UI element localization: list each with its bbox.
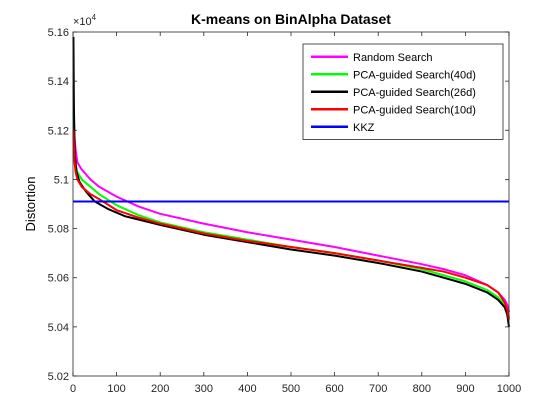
y-tick-label: 5.06 [48, 273, 69, 285]
x-tick-label: 800 [413, 383, 431, 395]
y-tick-label: 5.02 [48, 371, 69, 383]
series-line-2 [72, 36, 510, 328]
y-tick-label: 5.04 [48, 322, 69, 334]
legend: Random Search PCA-guided Search(40d) PCA-g… [302, 43, 504, 140]
x-tick-label: 1000 [497, 383, 521, 395]
x-tick-label: 0 [70, 383, 76, 395]
y-axis-multiplier-base: ×10 [73, 16, 92, 28]
series-line-1 [72, 110, 510, 318]
x-tick-label: 100 [107, 383, 125, 395]
chart-title: K-means on BinAlpha Dataset [191, 11, 391, 27]
y-tick-label: 5.12 [48, 125, 69, 137]
y-tick-label: 5.14 [48, 76, 69, 88]
x-tick-label: 500 [282, 383, 300, 395]
series-layer [72, 36, 510, 328]
legend-label: PCA-guided Search(26d) [353, 87, 476, 99]
x-tick-label: 600 [325, 383, 343, 395]
x-tick-label: 700 [369, 383, 387, 395]
legend-label: KKZ [353, 122, 375, 134]
legend-label: PCA-guided Search(40d) [353, 69, 476, 81]
y-axis-multiplier-exponent: 4 [92, 13, 97, 22]
ticks-layer: 0 100 200 300 400 500 600 700 800 900 1000 5.02 5.04… [48, 27, 522, 395]
y-axis-label: Distortion [23, 177, 38, 232]
y-tick-label: 5.1 [54, 174, 69, 186]
series-line-3 [72, 130, 510, 320]
y-axis-multiplier: ×104 [73, 13, 97, 28]
x-tick-label: 400 [238, 383, 256, 395]
x-tick-label: 200 [151, 383, 169, 395]
y-tick-label: 5.16 [48, 27, 69, 39]
x-tick-label: 900 [456, 383, 474, 395]
legend-label: Random Search [353, 52, 433, 64]
y-tick-label: 5.08 [48, 224, 69, 236]
legend-label: PCA-guided Search(10d) [353, 104, 476, 116]
x-tick-label: 300 [195, 383, 213, 395]
